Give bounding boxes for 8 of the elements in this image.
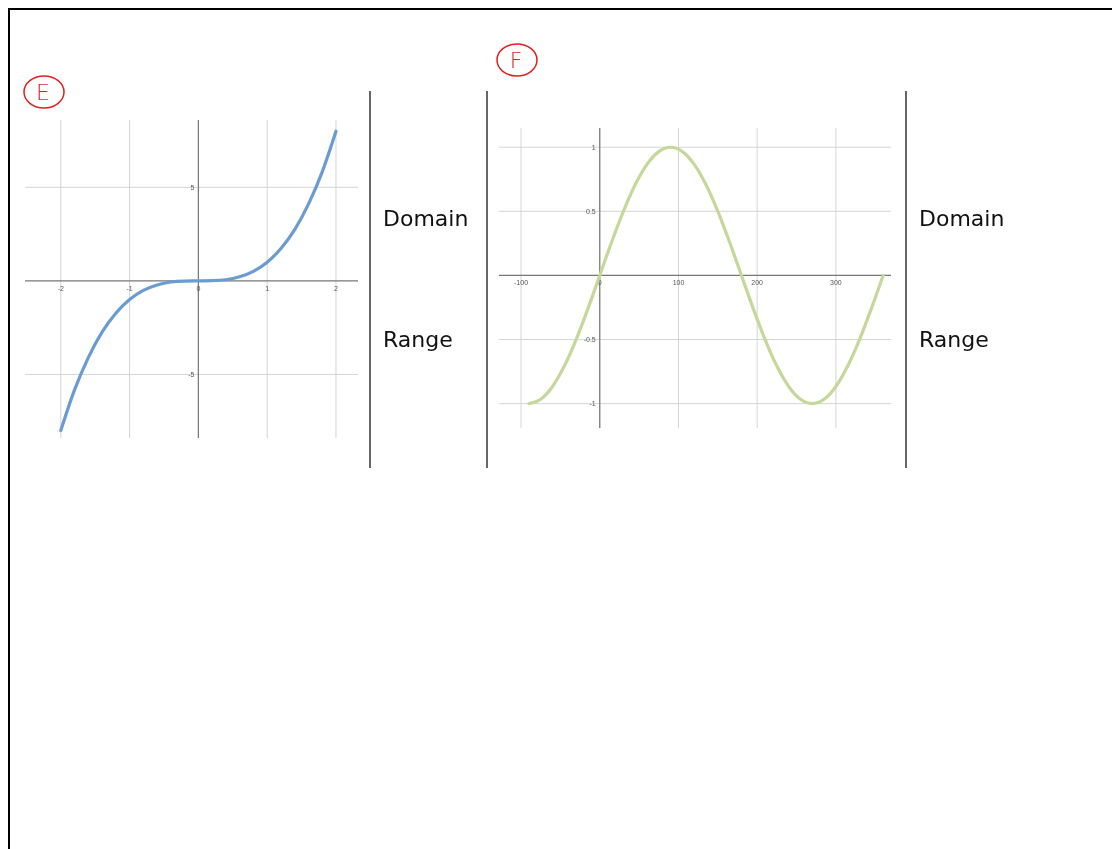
line-series (59, 129, 338, 433)
text: Range (383, 327, 453, 352)
line-series (527, 145, 885, 406)
text: Domain (383, 206, 469, 231)
text: Range (919, 327, 989, 352)
text: Domain (919, 206, 1005, 231)
chart-title: F (509, 48, 523, 73)
chart-title: E (36, 80, 50, 105)
